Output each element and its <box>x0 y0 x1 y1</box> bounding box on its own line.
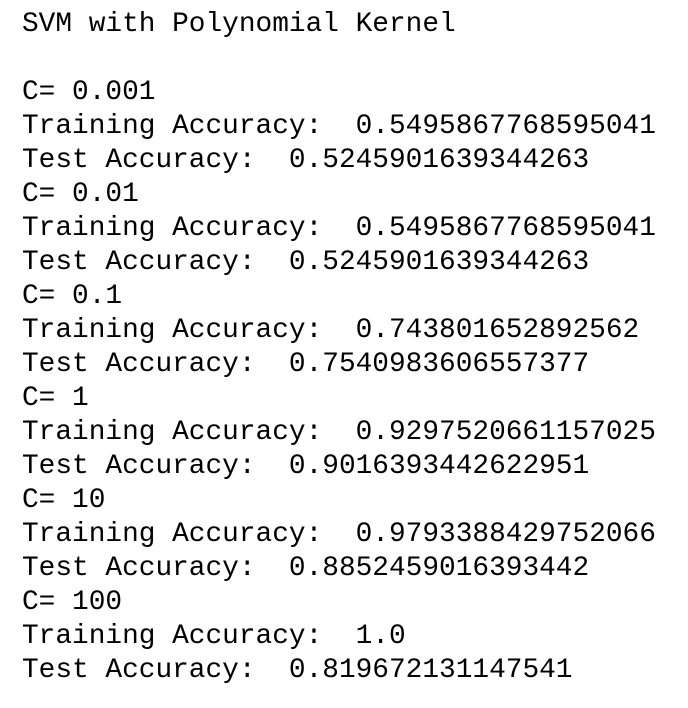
label: Training Accuracy: <box>22 315 323 346</box>
label: C= <box>22 281 56 312</box>
training-accuracy-line: Training Accuracy: 0.743801652892562 <box>22 314 688 348</box>
label: Test Accuracy: <box>22 349 256 380</box>
label: Training Accuracy: <box>22 213 323 244</box>
label: Training Accuracy: <box>22 111 323 142</box>
label: C= <box>22 587 56 618</box>
training-accuracy-line: Training Accuracy: 0.5495867768595041 <box>22 212 688 246</box>
c-line: C= 1 <box>22 382 688 416</box>
c-line: C= 0.001 <box>22 76 688 110</box>
training-accuracy-line: Training Accuracy: 0.5495867768595041 <box>22 110 688 144</box>
value: 100 <box>72 587 123 618</box>
label: Test Accuracy: <box>22 145 256 176</box>
label: C= <box>22 179 56 210</box>
value: 1 <box>72 383 89 414</box>
training-accuracy-line: Training Accuracy: 1.0 <box>22 620 688 654</box>
label: Test Accuracy: <box>22 655 256 686</box>
label: Training Accuracy: <box>22 621 323 652</box>
value: 0.9297520661157025 <box>355 417 656 448</box>
training-accuracy-line: Training Accuracy: 0.9793388429752066 <box>22 518 688 552</box>
label: C= <box>22 383 56 414</box>
label: Test Accuracy: <box>22 247 256 278</box>
value: 0.7540983606557377 <box>288 349 590 380</box>
value: 0.001 <box>72 77 156 108</box>
label: C= <box>22 485 56 516</box>
value: 0.9793388429752066 <box>355 519 656 550</box>
c-line: C= 0.1 <box>22 280 688 314</box>
value: 1.0 <box>355 621 406 652</box>
value: 0.01 <box>72 179 139 210</box>
test-accuracy-line: Test Accuracy: 0.9016393442622951 <box>22 450 688 484</box>
value: 0.5495867768595041 <box>355 213 656 244</box>
c-line: C= 0.01 <box>22 178 688 212</box>
label: Test Accuracy: <box>22 451 256 482</box>
value: 0.5495867768595041 <box>355 111 656 142</box>
c-line: C= 10 <box>22 484 688 518</box>
value: 0.9016393442622951 <box>288 451 590 482</box>
value: 0.743801652892562 <box>355 315 640 346</box>
test-accuracy-line: Test Accuracy: 0.5245901639344263 <box>22 246 688 280</box>
label: C= <box>22 77 56 108</box>
training-accuracy-line: Training Accuracy: 0.9297520661157025 <box>22 416 688 450</box>
label: Training Accuracy: <box>22 417 323 448</box>
test-accuracy-line: Test Accuracy: 0.7540983606557377 <box>22 348 688 382</box>
test-accuracy-line: Test Accuracy: 0.5245901639344263 <box>22 144 688 178</box>
value: 10 <box>72 485 106 516</box>
value: 0.819672131147541 <box>288 655 573 686</box>
label: Training Accuracy: <box>22 519 323 550</box>
label: Test Accuracy: <box>22 553 256 584</box>
blank-line <box>22 42 688 76</box>
value: 0.8852459016393442 <box>288 553 590 584</box>
test-accuracy-line: Test Accuracy: 0.8852459016393442 <box>22 552 688 586</box>
value: 0.5245901639344263 <box>288 247 590 278</box>
value: 0.1 <box>72 281 123 312</box>
value: 0.5245901639344263 <box>288 145 590 176</box>
test-accuracy-line: Test Accuracy: 0.819672131147541 <box>22 654 688 688</box>
c-line: C= 100 <box>22 586 688 620</box>
output-title: SVM with Polynomial Kernel <box>22 9 456 40</box>
